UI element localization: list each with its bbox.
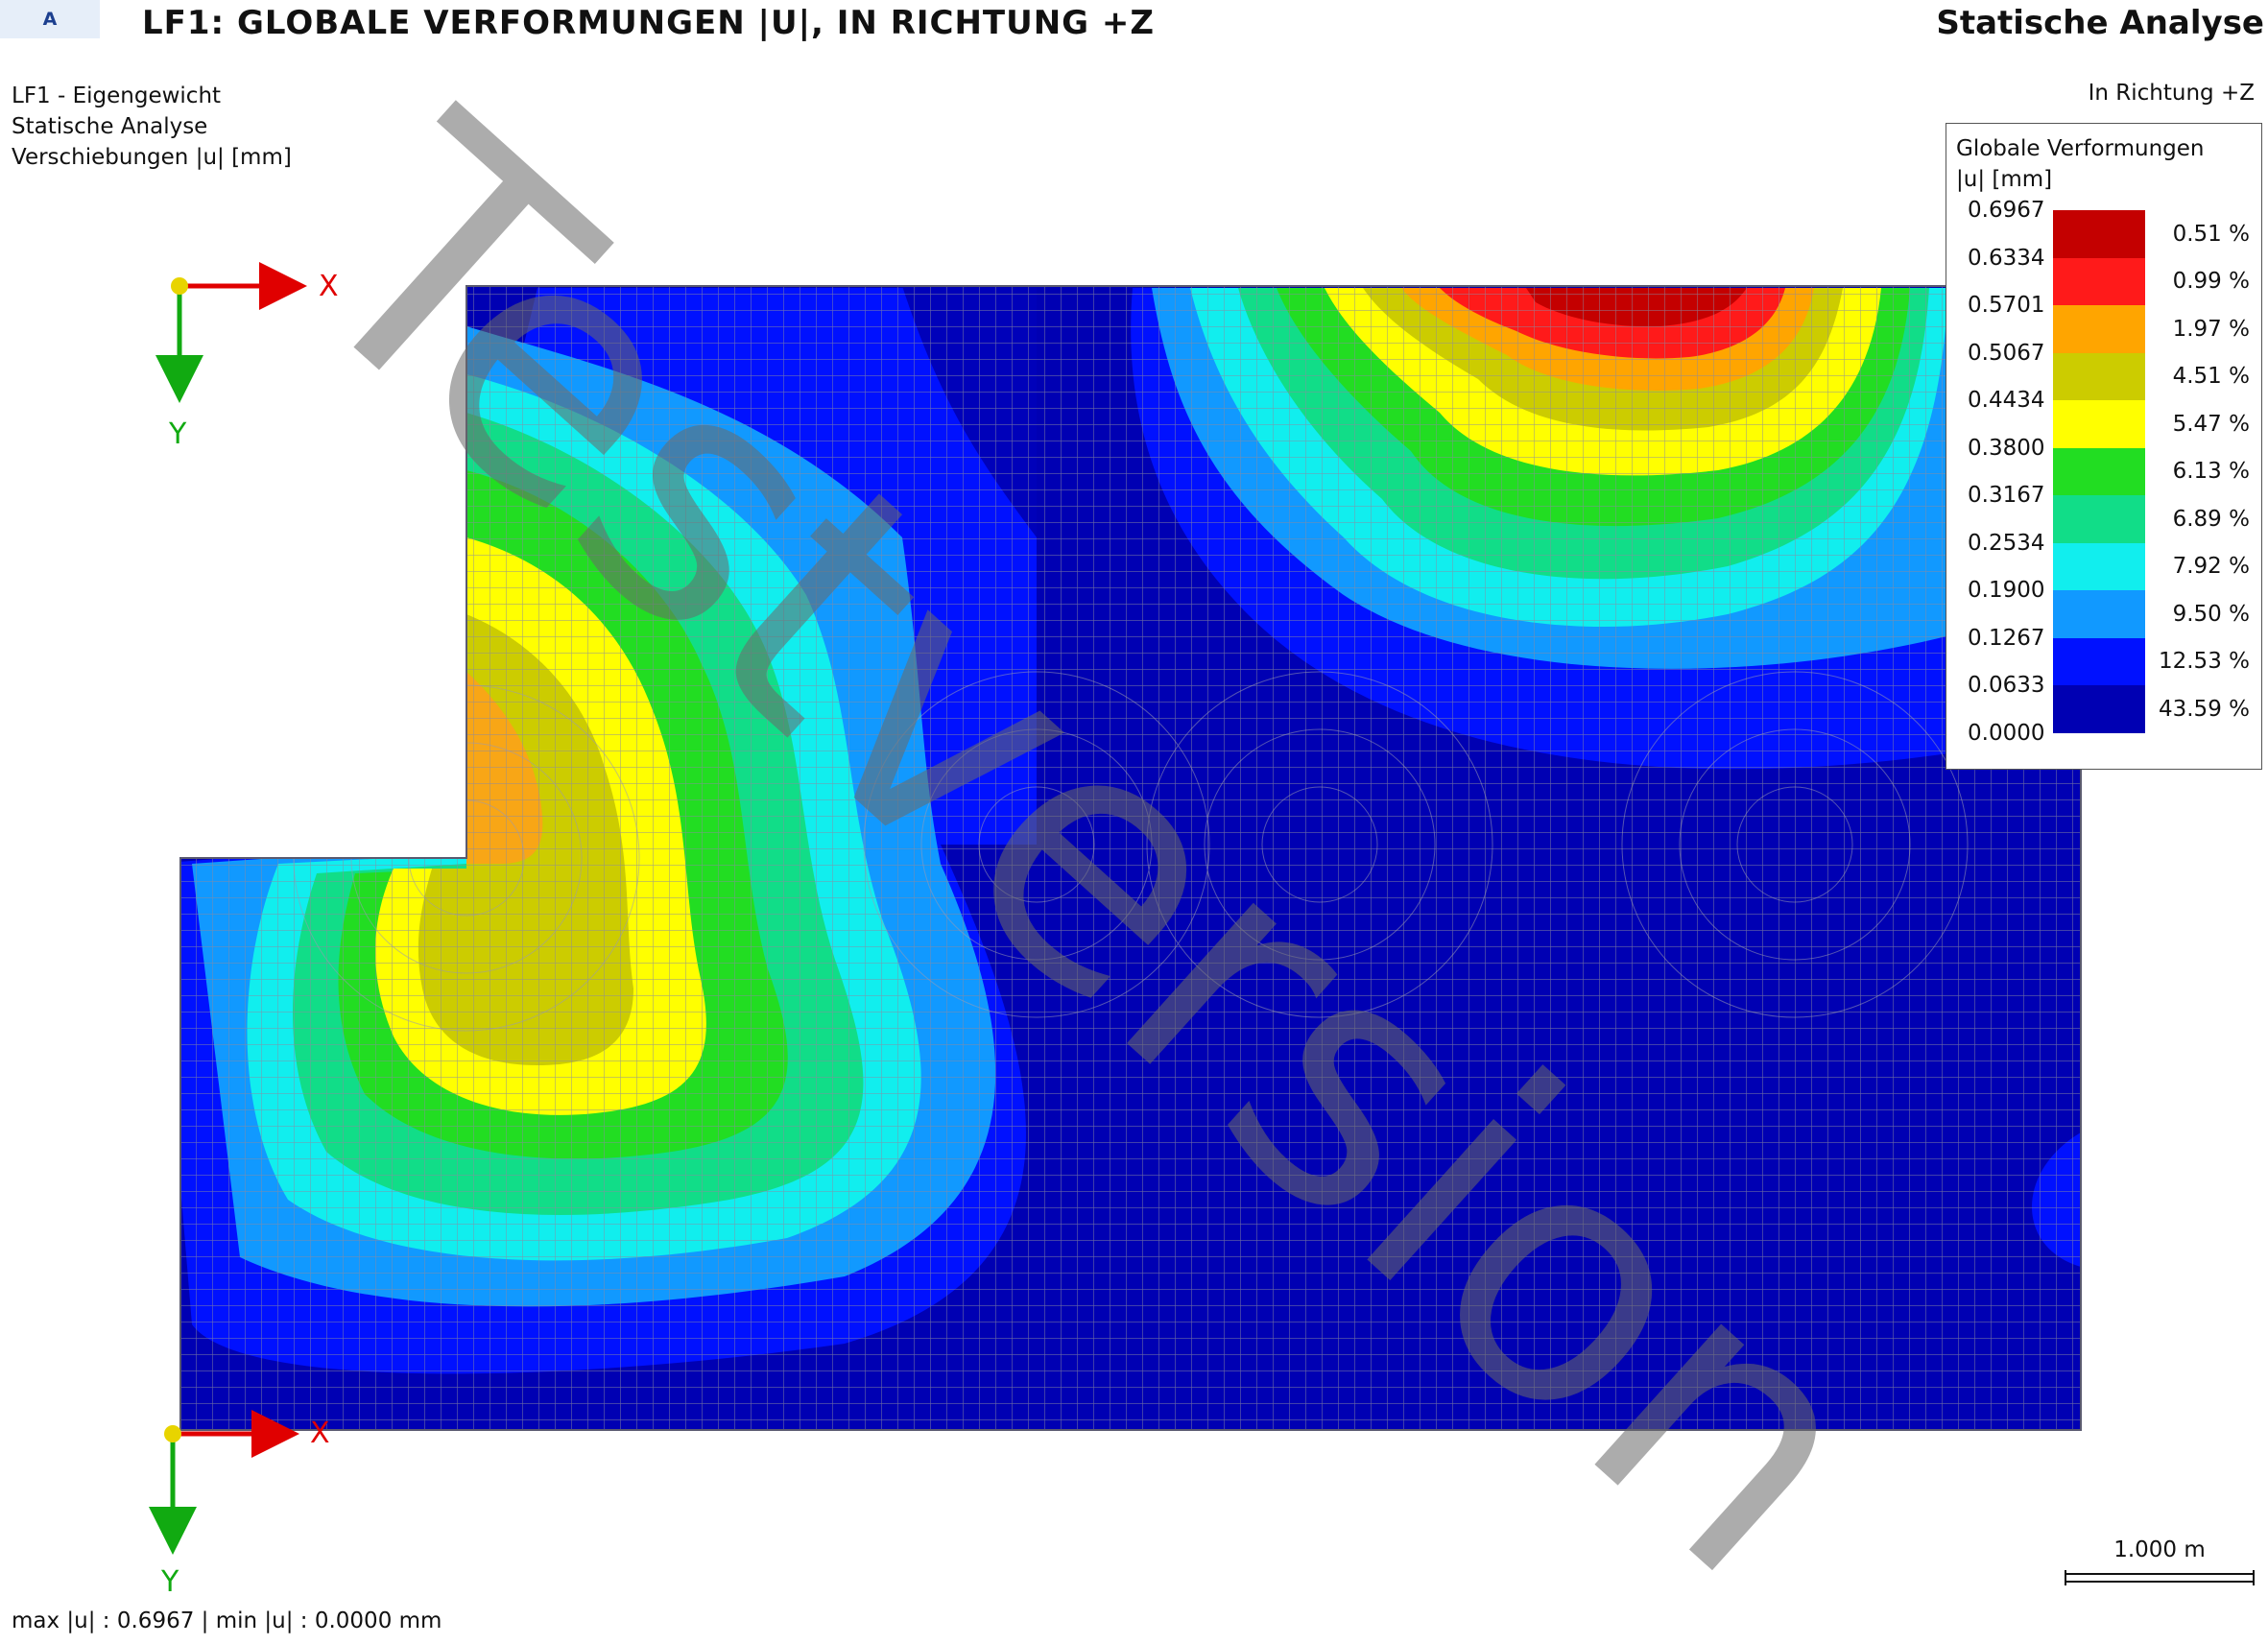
axis-x-label-bottom: X (310, 1417, 330, 1450)
header-bar: A LF1: GLOBALE VERFORMUNGEN |U|, IN RICH… (0, 0, 2268, 48)
axis-y-label-bottom: Y (160, 1565, 179, 1599)
legend-title-line1: Globale Verformungen (1956, 136, 2205, 161)
scale-bar-graphic (2065, 1570, 2255, 1585)
legend-swatch (2053, 305, 2145, 353)
legend-value: 0.1900 (1968, 578, 2045, 603)
legend-percentage: 1.97 % (2172, 316, 2250, 342)
legend-percentage: 6.89 % (2172, 506, 2250, 532)
page-letter: A (42, 9, 58, 30)
fe-mesh-overlay (180, 286, 2081, 1430)
load-case-label: LF1 - Eigengewicht (12, 83, 222, 108)
direction-label: In Richtung +Z (2088, 81, 2255, 106)
legend-percentage: 43.59 % (2158, 696, 2250, 722)
min-max-summary: max |u| : 0.6967 | min |u| : 0.0000 mm (12, 1608, 442, 1633)
legend-value: 0.5067 (1968, 340, 2045, 366)
scale-bar: 1.000 m (2064, 1536, 2256, 1593)
legend-swatch (2053, 685, 2145, 733)
legend-percentage: 9.50 % (2172, 601, 2250, 627)
result-quantity-label: Verschiebungen |u| [mm] (12, 145, 292, 170)
legend-value: 0.6334 (1968, 245, 2045, 271)
legend-swatch (2053, 637, 2145, 685)
legend-swatch (2053, 590, 2145, 638)
legend-value: 0.0000 (1968, 720, 2045, 746)
legend-percentage: 0.51 % (2172, 221, 2250, 247)
info-panel: LF1 - Eigengewicht Statische Analyse Ver… (12, 81, 292, 173)
legend-value: 0.1267 (1968, 625, 2045, 651)
legend-title: Globale Verformungen |u| [mm] (1956, 133, 2205, 195)
legend-percentage: 12.53 % (2158, 649, 2250, 675)
axis-indicator-top (155, 262, 307, 403)
legend-value: 0.4434 (1968, 388, 2045, 413)
legend-percentage: 0.99 % (2172, 269, 2250, 295)
page-title: LF1: GLOBALE VERFORMUNGEN |U|, IN RICHTU… (142, 4, 1156, 42)
analysis-label: Statische Analyse (12, 114, 208, 139)
legend-value: 0.5701 (1968, 293, 2045, 318)
legend-swatch (2053, 400, 2145, 448)
legend-value: 0.0633 (1968, 673, 2045, 698)
legend-value: 0.3167 (1968, 483, 2045, 508)
legend-panel: Globale Verformungen |u| [mm] 0.6967 0.63… (1946, 123, 2262, 770)
radial-mesh-hints (293, 671, 1969, 1032)
axis-indicator-bottom (149, 1410, 299, 1555)
page-tab[interactable]: A (0, 0, 100, 38)
legend-swatch (2053, 210, 2145, 258)
legend-swatch (2053, 352, 2145, 400)
legend-percentage: 7.92 % (2172, 554, 2250, 580)
legend-percentage: 5.47 % (2172, 411, 2250, 437)
legend-percentage: 6.13 % (2172, 459, 2250, 485)
legend-swatch (2053, 542, 2145, 590)
legend-value: 0.3800 (1968, 435, 2045, 461)
axis-y-label-top: Y (168, 417, 187, 451)
legend-value: 0.2534 (1968, 530, 2045, 556)
axis-x-label-top: X (319, 270, 339, 303)
legend-swatch (2053, 447, 2145, 495)
scale-bar-label: 1.000 m (2113, 1537, 2206, 1562)
legend-swatch (2053, 495, 2145, 543)
legend-title-line2: |u| [mm] (1956, 167, 2053, 192)
analysis-type-label: Statische Analyse (1936, 4, 2264, 42)
legend-swatch (2053, 257, 2145, 305)
legend-percentage: 4.51 % (2172, 364, 2250, 390)
contour-region (180, 286, 2081, 1430)
legend-value: 0.6967 (1968, 198, 2045, 223)
